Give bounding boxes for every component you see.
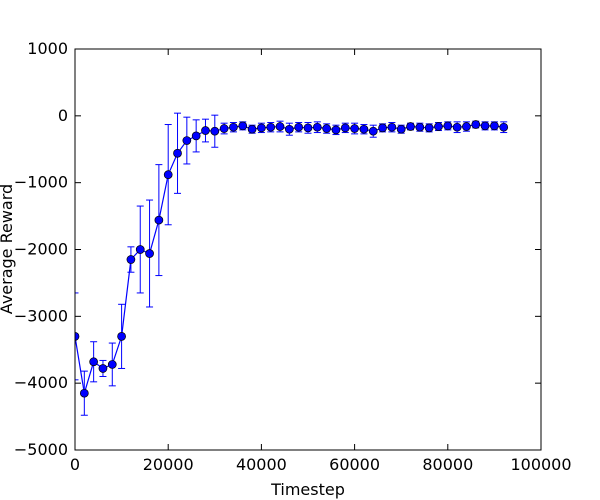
data-point-0-4 [107, 360, 117, 369]
data-point-0-39 [434, 122, 443, 131]
y-axis-label: Average Reward [0, 184, 16, 314]
data-point-0-9 [154, 215, 164, 225]
data-point-0-33 [378, 123, 387, 133]
data-point-0-22 [275, 122, 285, 131]
data-point-0-36 [406, 122, 415, 131]
data-point-0-16 [219, 124, 229, 133]
data-point-0-21 [266, 122, 276, 132]
data-point-0-28 [331, 125, 341, 135]
data-point-0-7 [135, 245, 145, 254]
data-point-0-2 [89, 357, 98, 367]
data-point-0-12 [182, 136, 192, 145]
data-point-0-3 [98, 364, 108, 373]
data-point-0-29 [340, 123, 350, 133]
data-point-0-42 [462, 122, 471, 131]
x-tick-label-1: 20000 [143, 455, 194, 474]
series-group [75, 112, 509, 416]
data-point-0-34 [387, 122, 397, 132]
data-point-0-32 [368, 126, 378, 136]
data-point-0-6 [126, 255, 136, 264]
data-point-0-46 [499, 122, 509, 132]
data-point-0-31 [359, 124, 369, 134]
data-point-0-0 [75, 332, 80, 341]
data-point-0-25 [303, 123, 313, 133]
axes-layer: 0 20000 40000 60000 80000 100000 −5000 −4000 −30… [14, 39, 572, 474]
x-tick-label-3: 60000 [329, 455, 380, 474]
y-tick-label-3: −2000 [14, 240, 68, 259]
data-point-0-19 [247, 124, 257, 134]
data-point-0-1 [79, 388, 89, 398]
data-point-0-8 [145, 249, 154, 258]
x-tick-label-2: 40000 [236, 455, 287, 474]
x-tick-label-5: 100000 [510, 455, 571, 474]
y-tick-label-6: 1000 [27, 39, 68, 58]
data-point-0-20 [257, 123, 266, 133]
y-tick-label-5: 0 [58, 106, 68, 125]
data-point-0-15 [210, 126, 220, 136]
data-point-0-30 [350, 124, 359, 133]
data-point-0-41 [452, 122, 462, 132]
y-tick-label-1: −4000 [14, 373, 68, 392]
data-point-0-13 [191, 131, 201, 141]
data-point-0-14 [201, 126, 210, 135]
x-tick-label-0: 0 [70, 455, 80, 474]
y-tick-label-2: −3000 [14, 306, 68, 325]
x-tick-label-4: 80000 [422, 455, 473, 474]
data-point-0-38 [424, 123, 434, 133]
data-point-0-5 [117, 332, 126, 341]
data-point-0-26 [312, 122, 322, 132]
data-point-0-23 [285, 124, 294, 134]
plot-area [75, 112, 509, 416]
data-point-0-17 [229, 122, 238, 132]
data-point-0-18 [238, 121, 248, 131]
data-point-0-43 [471, 120, 481, 129]
data-point-0-10 [163, 170, 173, 179]
data-point-0-35 [396, 124, 406, 134]
data-point-0-40 [443, 121, 453, 131]
data-point-0-45 [490, 121, 499, 131]
y-tick-label-4: −1000 [14, 173, 68, 192]
data-point-0-24 [294, 122, 304, 132]
data-point-0-27 [322, 124, 331, 133]
data-point-0-37 [415, 122, 425, 132]
data-point-0-44 [480, 121, 490, 131]
y-tick-label-0: −5000 [14, 440, 68, 459]
data-point-0-11 [173, 148, 182, 158]
x-axis-label: Timestep [270, 480, 345, 499]
